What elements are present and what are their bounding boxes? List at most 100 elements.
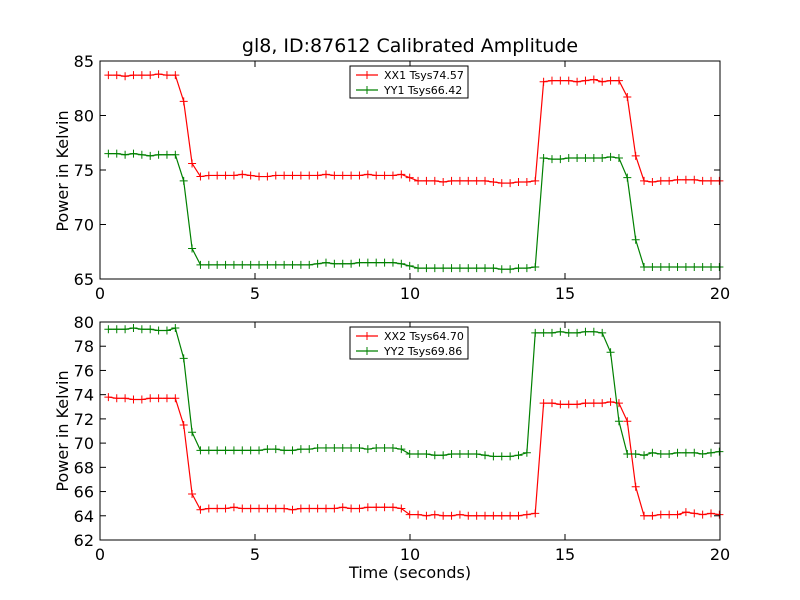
data-point xyxy=(229,446,238,455)
data-point xyxy=(280,171,289,180)
data-point xyxy=(196,172,205,181)
data-point xyxy=(564,76,573,85)
data-point xyxy=(522,264,531,273)
data-point xyxy=(506,511,515,520)
data-point xyxy=(338,259,347,268)
data-point xyxy=(481,176,490,185)
data-point xyxy=(623,417,632,426)
data-point xyxy=(255,446,264,455)
data-point xyxy=(196,260,205,269)
data-point xyxy=(430,451,439,460)
data-point xyxy=(347,259,356,268)
data-point xyxy=(497,511,506,520)
data-point xyxy=(589,154,598,163)
x-tick-label: 15 xyxy=(555,545,575,564)
data-point xyxy=(162,394,171,403)
legend-label: YY1 Tsys66.42 xyxy=(383,84,462,97)
y-tick-label: 65 xyxy=(74,270,94,289)
data-point xyxy=(556,327,565,336)
data-point xyxy=(640,176,649,185)
data-point xyxy=(405,261,414,270)
data-point xyxy=(614,154,623,163)
data-point xyxy=(372,503,381,512)
data-point xyxy=(321,170,330,179)
data-point xyxy=(631,482,640,491)
data-point xyxy=(673,263,682,272)
data-point xyxy=(104,393,113,402)
data-point xyxy=(196,446,205,455)
data-point xyxy=(439,177,448,186)
data-point xyxy=(104,325,113,334)
data-point xyxy=(246,446,255,455)
data-point xyxy=(707,176,716,185)
data-point xyxy=(179,354,188,363)
data-point xyxy=(497,452,506,461)
data-point xyxy=(715,447,724,456)
data-point xyxy=(539,328,548,337)
data-point xyxy=(255,172,264,181)
y-tick-label: 80 xyxy=(74,313,94,332)
data-point xyxy=(489,511,498,520)
data-point xyxy=(547,155,556,164)
data-point xyxy=(305,260,314,269)
x-tick-label: 0 xyxy=(95,545,105,564)
data-point xyxy=(556,155,565,164)
data-point xyxy=(581,327,590,336)
data-point xyxy=(355,443,364,452)
data-point xyxy=(715,263,724,272)
data-point xyxy=(221,260,230,269)
data-point xyxy=(606,348,615,357)
x-tick-label: 15 xyxy=(555,284,575,303)
x-axis-label: Time (seconds) xyxy=(348,563,471,582)
data-point xyxy=(129,71,138,80)
data-point xyxy=(196,505,205,514)
data-point xyxy=(397,259,406,268)
data-point xyxy=(288,171,297,180)
data-point xyxy=(305,171,314,180)
x-tick-label: 20 xyxy=(710,284,730,303)
data-point xyxy=(355,171,364,180)
data-point xyxy=(472,264,481,273)
data-point xyxy=(104,149,113,158)
data-point xyxy=(204,171,213,180)
data-point xyxy=(121,150,130,159)
data-point xyxy=(154,70,163,79)
data-point xyxy=(313,259,322,268)
data-point xyxy=(296,171,305,180)
data-point xyxy=(338,171,347,180)
data-point xyxy=(162,71,171,80)
data-point xyxy=(271,171,280,180)
legend-marker xyxy=(363,347,371,355)
y-tick-label: 62 xyxy=(74,531,94,550)
data-point xyxy=(414,510,423,519)
data-point xyxy=(154,150,163,159)
data-point xyxy=(690,263,699,272)
y-tick-label: 70 xyxy=(74,216,94,235)
data-point xyxy=(372,258,381,267)
data-point xyxy=(614,76,623,85)
data-point xyxy=(388,503,397,512)
data-point xyxy=(681,263,690,272)
data-point xyxy=(447,511,456,520)
data-point xyxy=(464,264,473,273)
data-point xyxy=(447,176,456,185)
data-point xyxy=(531,509,540,518)
data-point xyxy=(414,450,423,459)
data-point xyxy=(146,151,155,160)
data-point xyxy=(481,511,490,520)
data-point xyxy=(146,71,155,80)
data-point xyxy=(472,511,481,520)
data-point xyxy=(179,420,188,429)
legend-marker xyxy=(363,86,371,94)
data-point xyxy=(589,75,598,84)
top-y-axis-label: Power in Kelvin xyxy=(53,110,72,231)
data-point xyxy=(363,170,372,179)
data-point xyxy=(213,260,222,269)
data-point xyxy=(305,445,314,454)
data-point xyxy=(439,451,448,460)
data-point xyxy=(288,260,297,269)
data-point xyxy=(330,443,339,452)
data-point xyxy=(129,395,138,404)
data-point xyxy=(330,259,339,268)
